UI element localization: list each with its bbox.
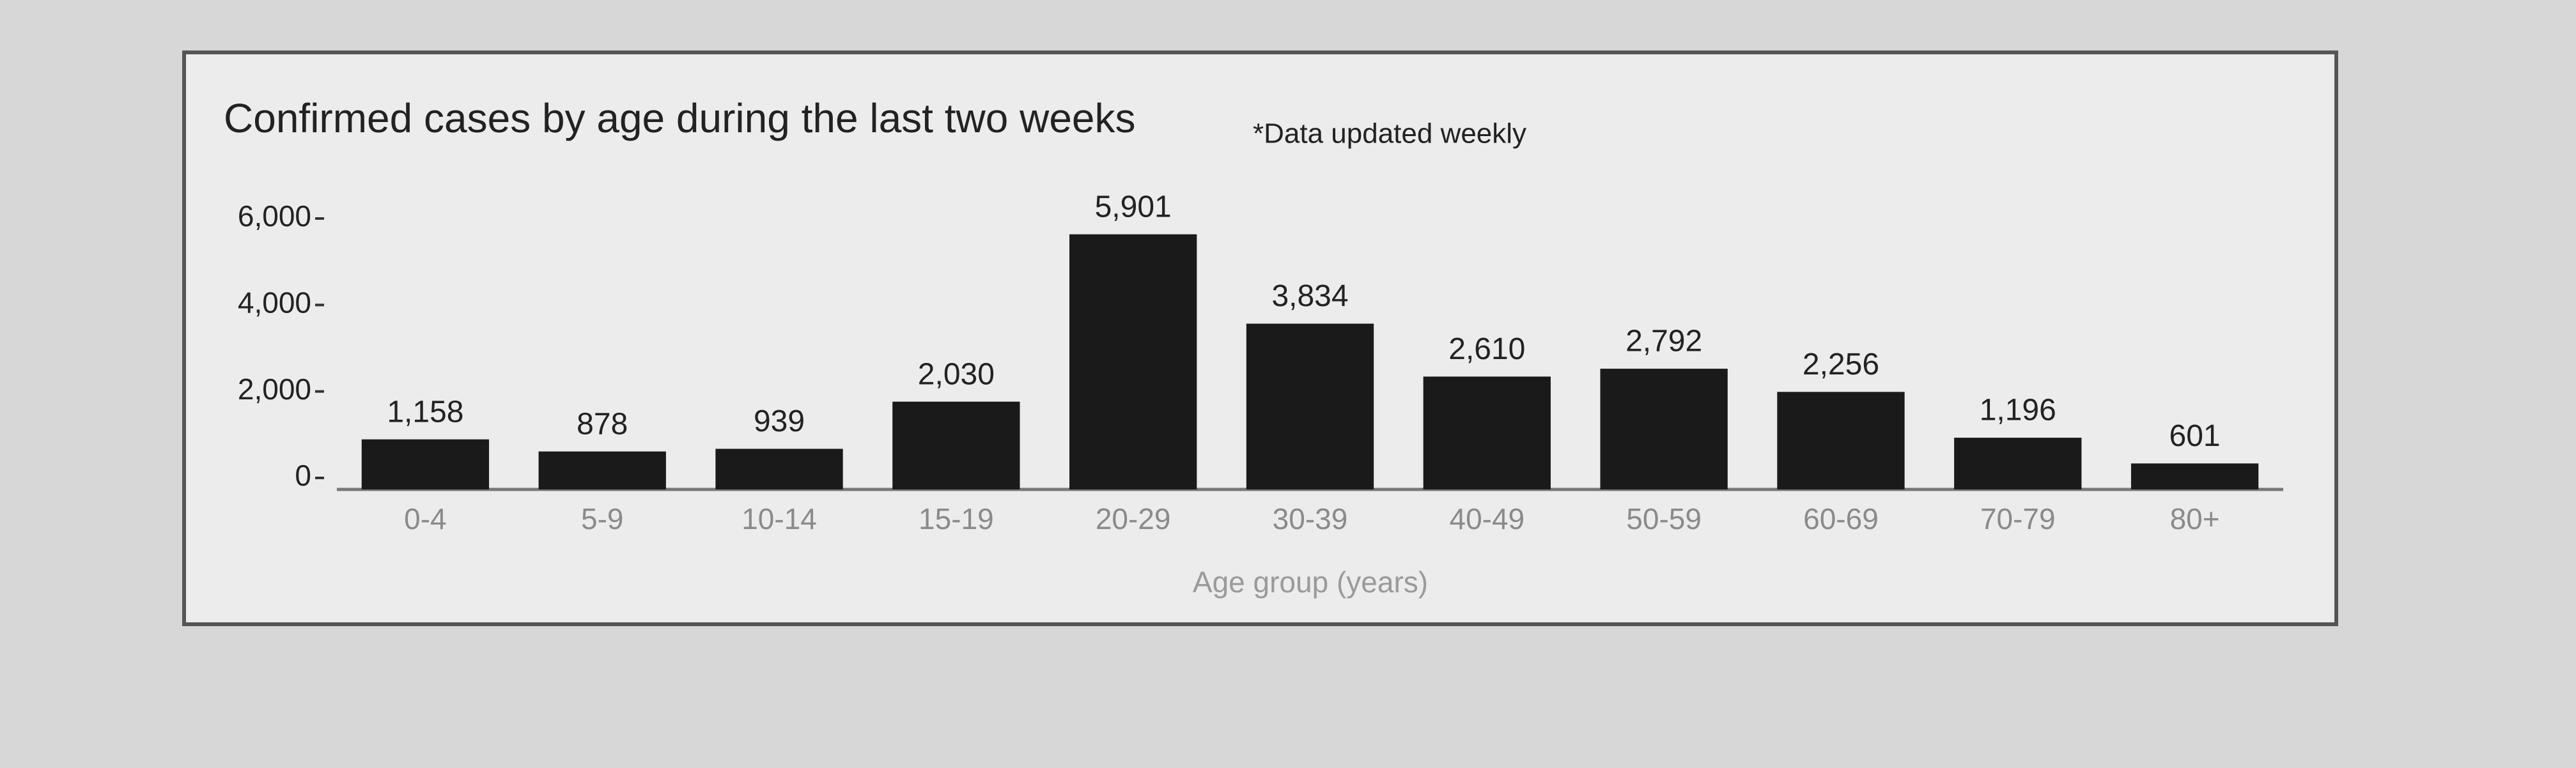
bar bbox=[892, 401, 1020, 489]
chart-subtitle: *Data updated weekly bbox=[1253, 118, 1526, 150]
x-tick-label: 5-9 bbox=[581, 502, 623, 535]
y-tick-label: 0 bbox=[295, 459, 311, 492]
x-tick-label: 50-59 bbox=[1626, 502, 1702, 535]
value-label: 1,158 bbox=[387, 395, 463, 429]
value-label: 3,834 bbox=[1271, 279, 1348, 313]
value-label: 939 bbox=[754, 404, 805, 438]
bar bbox=[1423, 376, 1551, 489]
value-label: 2,030 bbox=[918, 357, 995, 391]
x-axis-label: Age group (years) bbox=[1193, 565, 1428, 599]
x-tick-label: 0-4 bbox=[404, 502, 446, 535]
bar bbox=[1600, 369, 1728, 489]
x-tick-label: 30-39 bbox=[1273, 502, 1348, 535]
x-tick-label: 20-29 bbox=[1096, 502, 1171, 535]
y-tick-label: 4,000 bbox=[238, 286, 311, 319]
x-tick-label: 15-19 bbox=[919, 502, 994, 535]
value-label: 601 bbox=[2169, 419, 2221, 453]
bar bbox=[538, 451, 666, 489]
y-tick-label: 6,000 bbox=[238, 199, 311, 233]
bar bbox=[1954, 438, 2082, 489]
bar bbox=[1069, 234, 1197, 489]
x-tick-label: 10-14 bbox=[741, 502, 817, 535]
x-tick-label: 40-49 bbox=[1449, 502, 1525, 535]
x-tick-label: 80+ bbox=[2170, 502, 2220, 535]
bar bbox=[715, 449, 843, 489]
value-label: 2,610 bbox=[1448, 332, 1525, 366]
y-tick-label: 2,000 bbox=[238, 372, 311, 406]
bar bbox=[1246, 323, 1374, 489]
value-label: 2,792 bbox=[1626, 325, 1702, 358]
value-label: 2,256 bbox=[1803, 348, 1879, 381]
x-tick-label: 70-79 bbox=[1980, 502, 2056, 535]
bar bbox=[2130, 463, 2259, 489]
value-label: 878 bbox=[577, 407, 628, 441]
bar bbox=[1777, 392, 1905, 489]
bar bbox=[361, 439, 490, 489]
value-label: 5,901 bbox=[1095, 190, 1172, 224]
chart-title: Confirmed cases by age during the last t… bbox=[224, 95, 1136, 141]
value-label: 1,196 bbox=[1980, 394, 2056, 427]
x-tick-label: 60-69 bbox=[1803, 502, 1879, 535]
